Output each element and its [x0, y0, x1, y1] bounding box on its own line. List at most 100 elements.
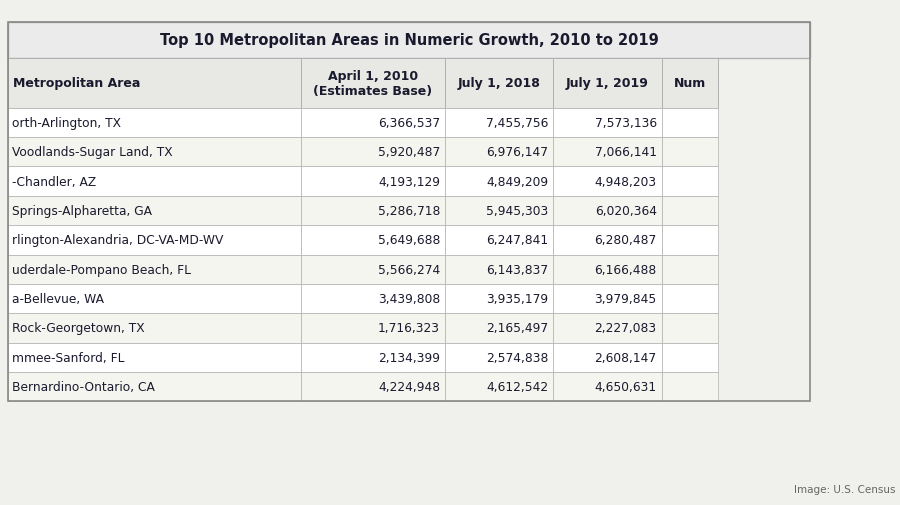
Text: Metropolitan Area: Metropolitan Area	[13, 77, 140, 90]
Bar	[8, 226, 301, 255]
Text: Bernardino-Ontario, CA: Bernardino-Ontario, CA	[12, 380, 155, 393]
Text: 2,608,147: 2,608,147	[595, 351, 657, 364]
Text: 4,849,209: 4,849,209	[486, 175, 548, 188]
Bar	[8, 167, 301, 196]
Text: 7,066,141: 7,066,141	[595, 146, 657, 159]
Text: 2,574,838: 2,574,838	[486, 351, 548, 364]
Bar	[662, 226, 718, 255]
Text: 5,649,688: 5,649,688	[378, 234, 440, 247]
Text: 7,455,756: 7,455,756	[486, 117, 548, 130]
Bar	[8, 59, 301, 109]
Text: 4,948,203: 4,948,203	[595, 175, 657, 188]
Text: Num: Num	[673, 77, 706, 90]
Text: orth-Arlington, TX: orth-Arlington, TX	[12, 117, 121, 130]
Bar	[662, 255, 718, 284]
Bar	[554, 109, 662, 138]
Bar	[446, 255, 554, 284]
Bar	[554, 314, 662, 343]
Bar	[301, 167, 446, 196]
Text: Voodlands-Sugar Land, TX: Voodlands-Sugar Land, TX	[12, 146, 173, 159]
Bar	[554, 226, 662, 255]
Bar	[662, 138, 718, 167]
Text: July 1, 2019: July 1, 2019	[566, 77, 649, 90]
Bar	[554, 284, 662, 314]
Bar	[301, 255, 446, 284]
Bar	[554, 138, 662, 167]
Bar	[662, 167, 718, 196]
Bar	[301, 314, 446, 343]
Bar	[446, 138, 554, 167]
Bar	[8, 372, 301, 401]
Bar	[301, 343, 446, 372]
Bar	[301, 284, 446, 314]
Text: 1,716,323: 1,716,323	[378, 322, 440, 335]
Text: 7,573,136: 7,573,136	[595, 117, 657, 130]
Text: a-Bellevue, WA: a-Bellevue, WA	[12, 292, 104, 306]
Bar	[662, 109, 718, 138]
Bar	[554, 167, 662, 196]
Text: mmee-Sanford, FL: mmee-Sanford, FL	[12, 351, 124, 364]
Bar	[554, 372, 662, 401]
Bar	[662, 196, 718, 226]
Bar	[301, 372, 446, 401]
Text: 4,650,631: 4,650,631	[595, 380, 657, 393]
Text: 2,165,497: 2,165,497	[486, 322, 548, 335]
Text: 2,227,083: 2,227,083	[595, 322, 657, 335]
Bar	[554, 255, 662, 284]
Text: 5,566,274: 5,566,274	[378, 263, 440, 276]
Text: 4,193,129: 4,193,129	[378, 175, 440, 188]
Text: 6,280,487: 6,280,487	[594, 234, 657, 247]
Text: 2,134,399: 2,134,399	[378, 351, 440, 364]
Bar	[8, 343, 301, 372]
Bar	[446, 343, 554, 372]
Text: Springs-Alpharetta, GA: Springs-Alpharetta, GA	[12, 205, 152, 218]
Text: -Chandler, AZ: -Chandler, AZ	[12, 175, 96, 188]
Text: April 1, 2010
(Estimates Base): April 1, 2010 (Estimates Base)	[313, 70, 433, 98]
Bar	[301, 138, 446, 167]
Bar	[8, 255, 301, 284]
Bar	[446, 372, 554, 401]
Bar	[8, 109, 301, 138]
Text: 6,020,364: 6,020,364	[595, 205, 657, 218]
Bar	[446, 167, 554, 196]
Text: Rock-Georgetown, TX: Rock-Georgetown, TX	[12, 322, 145, 335]
Text: 6,366,537: 6,366,537	[378, 117, 440, 130]
Bar	[8, 23, 810, 59]
Text: 6,976,147: 6,976,147	[486, 146, 548, 159]
Text: uderdale-Pompano Beach, FL: uderdale-Pompano Beach, FL	[12, 263, 191, 276]
Text: 3,935,179: 3,935,179	[486, 292, 548, 306]
Bar	[662, 343, 718, 372]
Text: 6,143,837: 6,143,837	[486, 263, 548, 276]
Bar	[8, 284, 301, 314]
Bar	[8, 138, 301, 167]
Bar	[554, 59, 662, 109]
Bar	[301, 226, 446, 255]
Bar	[662, 314, 718, 343]
Bar	[301, 59, 446, 109]
Text: 5,286,718: 5,286,718	[378, 205, 440, 218]
Bar	[446, 109, 554, 138]
Bar	[446, 59, 554, 109]
Text: rlington-Alexandria, DC-VA-MD-WV: rlington-Alexandria, DC-VA-MD-WV	[12, 234, 223, 247]
Text: 5,945,303: 5,945,303	[486, 205, 548, 218]
Bar	[446, 196, 554, 226]
Text: 4,224,948: 4,224,948	[378, 380, 440, 393]
Text: 3,439,808: 3,439,808	[378, 292, 440, 306]
Bar	[662, 59, 718, 109]
Text: 4,612,542: 4,612,542	[486, 380, 548, 393]
Bar	[554, 343, 662, 372]
Bar	[301, 196, 446, 226]
Text: Image: U.S. Census: Image: U.S. Census	[794, 484, 895, 494]
Text: 6,166,488: 6,166,488	[594, 263, 657, 276]
Bar	[554, 196, 662, 226]
Bar	[662, 372, 718, 401]
Text: 5,920,487: 5,920,487	[378, 146, 440, 159]
Text: 3,979,845: 3,979,845	[594, 292, 657, 306]
Text: July 1, 2018: July 1, 2018	[458, 77, 541, 90]
Bar	[446, 226, 554, 255]
Bar	[446, 284, 554, 314]
Bar	[8, 314, 301, 343]
Bar	[446, 314, 554, 343]
Bar	[662, 284, 718, 314]
Bar	[8, 23, 810, 401]
